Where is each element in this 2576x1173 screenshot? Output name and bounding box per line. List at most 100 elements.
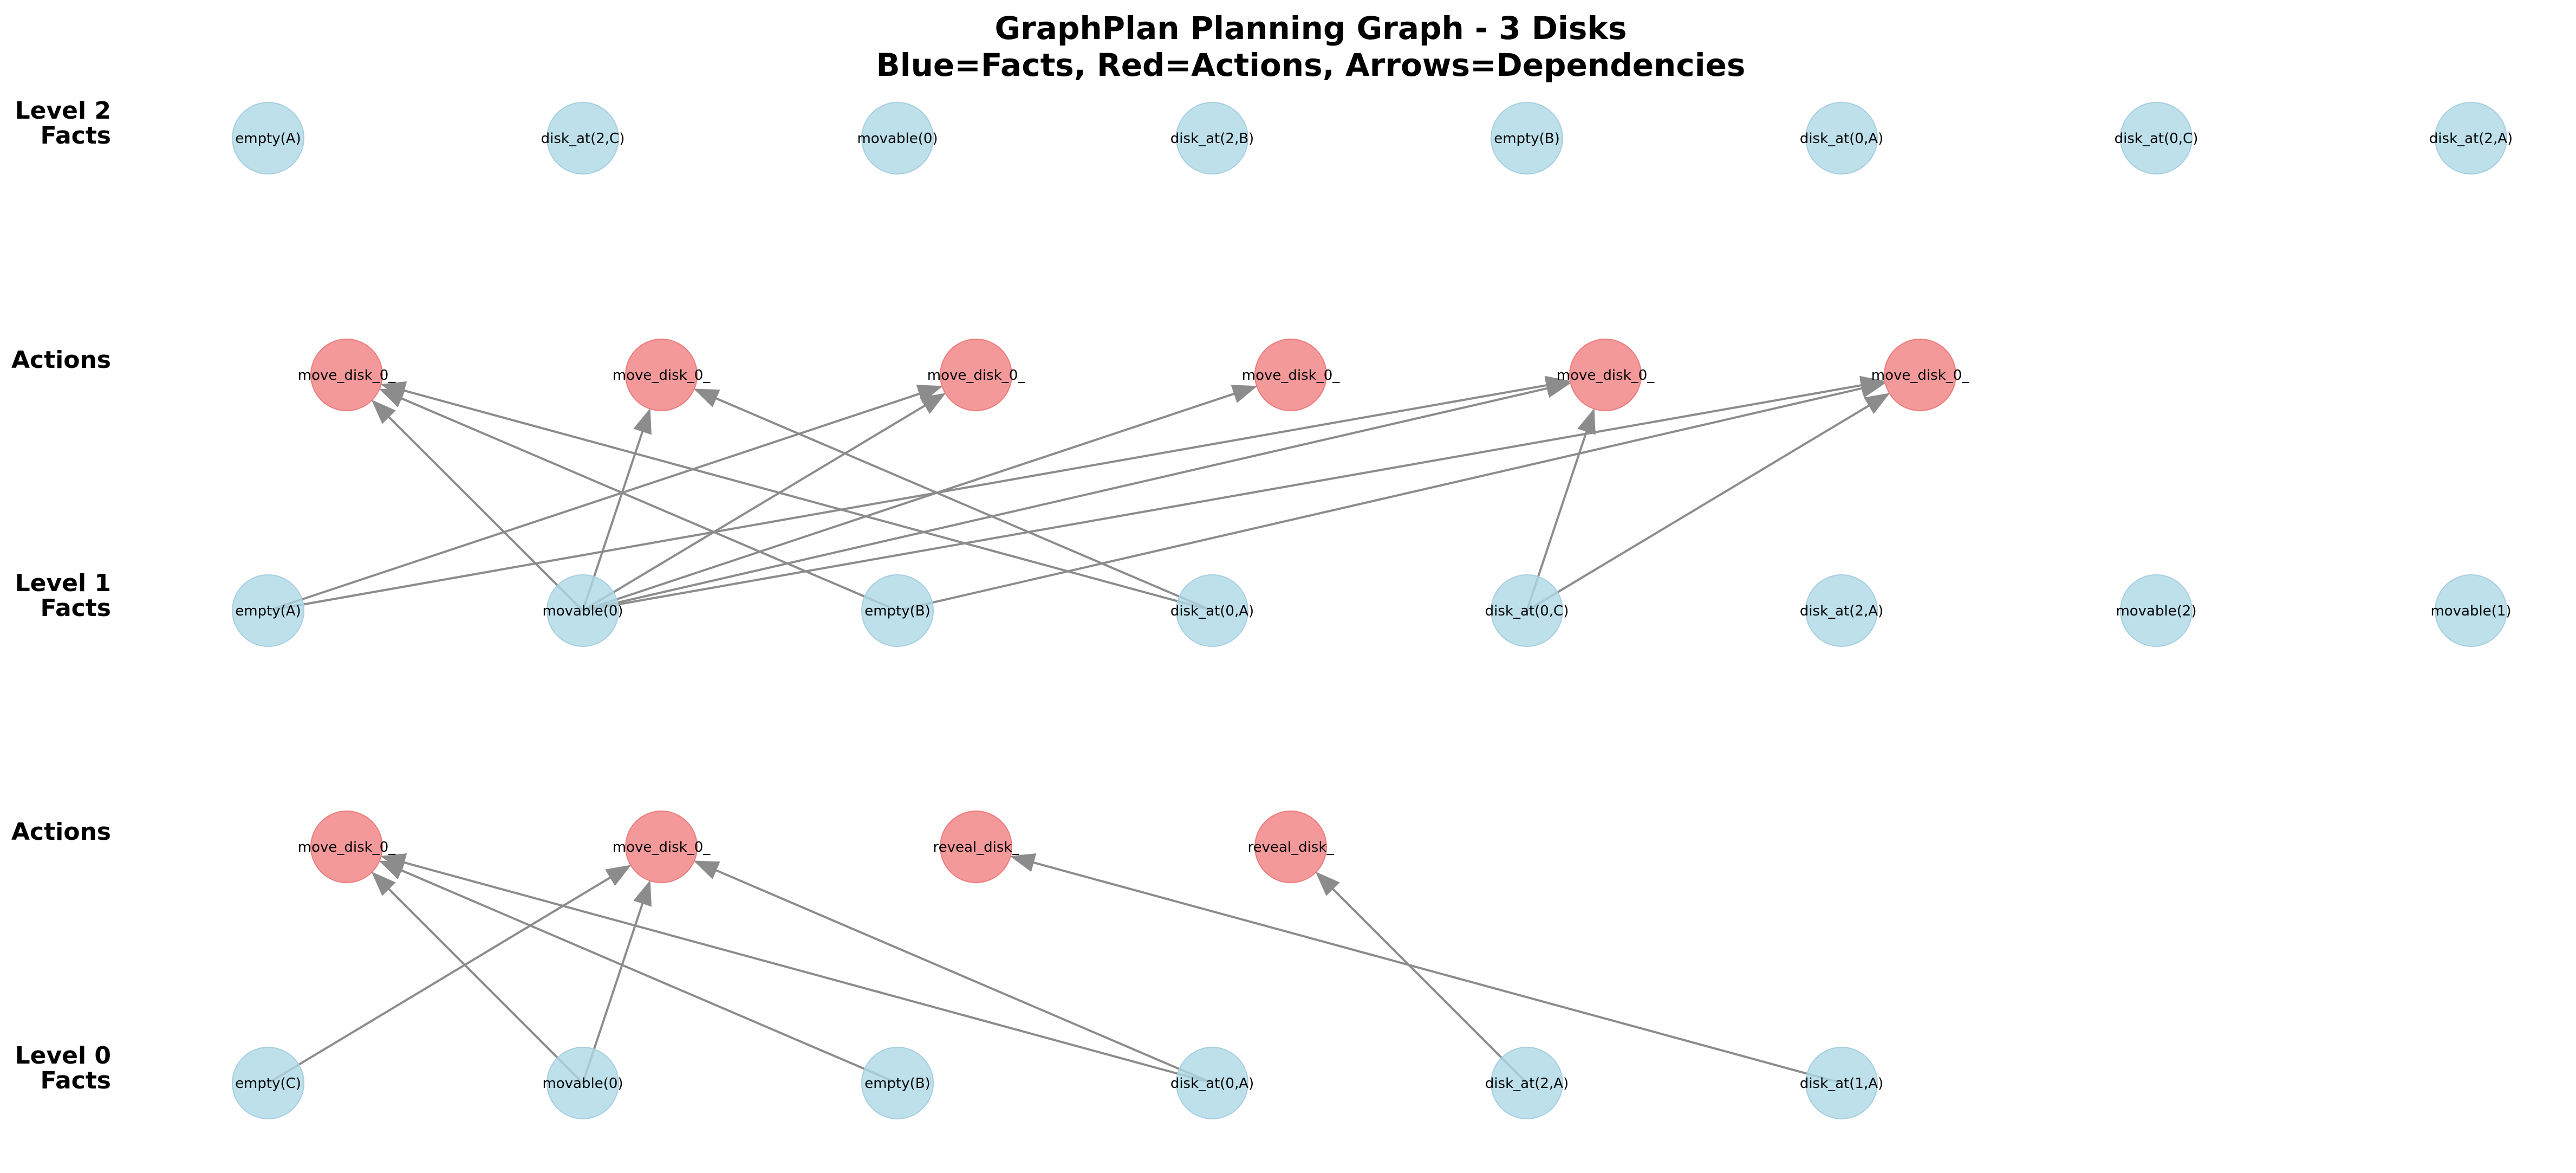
fact-node: disk_at(0,C) <box>1485 574 1569 647</box>
node-label: disk_at(0,C) <box>1485 603 1569 619</box>
level-label-line2: Facts <box>41 122 111 150</box>
fact-node-circle <box>861 102 934 174</box>
fact-node: disk_at(0,A) <box>1170 574 1254 647</box>
dependency-arrow <box>582 379 1572 612</box>
action-node-circle <box>1569 339 1642 411</box>
arrowhead <box>633 408 652 435</box>
dependency-arrow <box>582 393 946 612</box>
node-label: disk_at(2,C) <box>541 131 625 147</box>
node-label: move_disk_0_ <box>1242 367 1340 384</box>
node-label: move_disk_0_ <box>1557 367 1655 384</box>
arrowhead <box>693 388 720 407</box>
node-label: move_disk_0_ <box>1871 367 1969 384</box>
fact-node-circle <box>1491 102 1563 174</box>
node-label: empty(B) <box>864 603 931 619</box>
level-label-line2: Facts <box>41 594 111 622</box>
dependency-arrow <box>379 860 898 1084</box>
dependency-edge-line <box>268 384 1547 612</box>
dependency-edge-line <box>388 416 584 612</box>
action-node: move_disk_0_ <box>1871 339 1969 411</box>
level-label-line1: Actions <box>11 346 111 374</box>
arrowhead <box>371 399 396 424</box>
fact-node-circle <box>2120 102 2193 174</box>
dependency-arrow <box>1315 871 1528 1084</box>
dependency-edge-line <box>404 861 1213 1084</box>
level-label-actions0: Actions <box>11 818 111 846</box>
fact-node: disk_at(1,A) <box>1800 1047 1883 1119</box>
fact-node: disk_at(0,C) <box>2115 102 2198 174</box>
arrowhead <box>1545 379 1572 398</box>
action-node-circle <box>310 811 383 883</box>
dependency-arrow <box>897 379 1887 612</box>
action-node: move_disk_0_ <box>298 811 396 883</box>
arrowhead <box>1577 408 1596 435</box>
dependency-arrow <box>1010 853 1842 1084</box>
action-node-circle <box>1884 339 1956 411</box>
dependency-arrow <box>693 388 1213 612</box>
dependency-edge-line <box>268 392 920 612</box>
fact-node-circle <box>232 1047 304 1119</box>
fact-node: disk_at(2,A) <box>2429 102 2513 174</box>
dependency-edge-line <box>1526 404 1870 612</box>
fact-node-circle <box>1176 1047 1248 1119</box>
fact-node: disk_at(2,A) <box>1485 1047 1569 1119</box>
fact-node: empty(C) <box>232 1047 304 1119</box>
fact-node-circle <box>547 1047 619 1119</box>
level-label-line2: Facts <box>41 1067 111 1094</box>
fact-node: empty(A) <box>232 574 304 647</box>
node-label: reveal_disk_ <box>1248 839 1335 856</box>
action-node-circle <box>625 339 698 411</box>
node-label: movable(1) <box>2430 603 2511 619</box>
level-label-actions1: Actions <box>11 346 111 374</box>
title-line-2: Blue=Facts, Red=Actions, Arrows=Dependen… <box>876 47 1746 83</box>
action-node: move_disk_0_ <box>1242 339 1340 411</box>
action-node-circle <box>940 339 1012 411</box>
action-node: reveal_disk_ <box>933 811 1020 883</box>
fact-node-circle <box>1805 1047 1878 1119</box>
dependency-edge-line <box>582 384 1862 612</box>
level-label-line1: Level 2 <box>15 97 111 125</box>
arrowhead <box>1315 871 1340 896</box>
node-label: disk_at(0,A) <box>1170 603 1254 619</box>
fact-node-circle <box>232 102 304 174</box>
dependency-edge-line <box>582 387 1548 612</box>
node-label: empty(A) <box>235 131 301 147</box>
fact-node-circle <box>547 574 619 647</box>
arrowhead <box>380 853 407 872</box>
action-node: reveal_disk_ <box>1248 811 1335 883</box>
dependency-arrow <box>1526 393 1890 612</box>
level-label-line1: Level 0 <box>15 1042 111 1070</box>
arrowhead <box>1859 379 1887 398</box>
graph-nodes: empty(A) disk_at(2,C) movable(0) disk_at(2,… <box>232 102 2513 1119</box>
arrowhead <box>920 393 946 414</box>
fact-node-circle <box>861 1047 934 1119</box>
dependency-arrow <box>380 381 1213 612</box>
dependency-edge-line <box>1033 861 1842 1084</box>
arrowhead <box>693 860 720 879</box>
dependency-edge-line <box>267 876 611 1084</box>
node-label: movable(0) <box>857 131 938 147</box>
node-label: move_disk_0_ <box>298 367 396 384</box>
dependency-arrow <box>267 865 632 1084</box>
node-label: reveal_disk_ <box>933 839 1020 856</box>
node-label: empty(C) <box>235 1075 301 1092</box>
node-label: disk_at(0,A) <box>1800 131 1883 147</box>
level-label-line1: Actions <box>11 818 111 846</box>
dependency-arrow <box>268 375 1571 612</box>
node-label: move_disk_0_ <box>613 367 711 384</box>
dependency-arrow <box>371 871 584 1084</box>
action-node: move_disk_0_ <box>927 339 1025 411</box>
title-line-1: GraphPlan Planning Graph - 3 Disks <box>995 10 1627 47</box>
node-label: movable(0) <box>542 603 623 619</box>
fact-node: movable(1) <box>2430 574 2512 647</box>
action-node-circle <box>940 811 1012 883</box>
node-label: move_disk_0_ <box>298 839 396 856</box>
dependency-edge-line <box>388 888 584 1084</box>
fact-node-circle <box>1805 574 1878 647</box>
dependency-edge-line <box>401 397 898 612</box>
arrowhead <box>380 381 407 400</box>
